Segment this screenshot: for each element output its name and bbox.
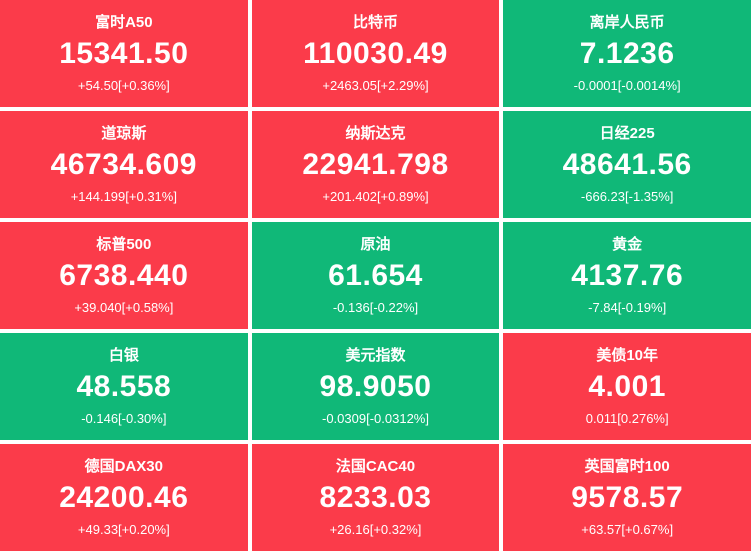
- market-name: 比特币: [352, 14, 398, 31]
- market-name: 美债10年: [596, 347, 658, 364]
- tile-gold[interactable]: 黄金 4137.76 -7.84[-0.19%]: [503, 222, 751, 329]
- tile-dax30[interactable]: 德国DAX30 24200.46 +49.33[+0.20%]: [0, 444, 248, 551]
- market-value: 4.001: [588, 370, 666, 403]
- market-value: 7.1236: [579, 37, 675, 70]
- market-change: +39.040[+0.58%]: [74, 300, 174, 315]
- market-name: 道琼斯: [101, 125, 147, 142]
- market-change: +201.402[+0.89%]: [322, 189, 429, 204]
- tile-ftse-a50[interactable]: 富时A50 15341.50 +54.50[+0.36%]: [0, 0, 248, 107]
- market-change: -666.23[-1.35%]: [580, 189, 674, 204]
- tile-offshore-rmb[interactable]: 离岸人民币 7.1236 -0.0001[-0.0014%]: [503, 0, 751, 107]
- market-value: 61.654: [328, 259, 423, 292]
- tile-sp500[interactable]: 标普500 6738.440 +39.040[+0.58%]: [0, 222, 248, 329]
- tile-us-10y-treasury[interactable]: 美债10年 4.001 0.011[0.276%]: [503, 333, 751, 440]
- market-change: +144.199[+0.31%]: [70, 189, 177, 204]
- tile-crude-oil[interactable]: 原油 61.654 -0.136[-0.22%]: [251, 222, 500, 329]
- market-change: +2463.05[+2.29%]: [322, 78, 429, 93]
- market-value: 48641.56: [562, 148, 692, 181]
- market-name: 白银: [108, 347, 139, 364]
- market-value: 46734.609: [50, 148, 197, 181]
- tile-bitcoin[interactable]: 比特币 110030.49 +2463.05[+2.29%]: [251, 0, 500, 107]
- tile-dow-jones[interactable]: 道琼斯 46734.609 +144.199[+0.31%]: [0, 111, 248, 218]
- market-name: 离岸人民币: [589, 14, 665, 31]
- market-change: +63.57[+0.67%]: [581, 522, 674, 537]
- tile-nasdaq[interactable]: 纳斯达克 22941.798 +201.402[+0.89%]: [251, 111, 500, 218]
- market-value: 110030.49: [303, 37, 448, 70]
- tile-cac40[interactable]: 法国CAC40 8233.03 +26.16[+0.32%]: [251, 444, 500, 551]
- market-name: 英国富时100: [584, 458, 670, 475]
- market-name: 黄金: [612, 236, 643, 253]
- market-change: -0.146[-0.30%]: [81, 411, 167, 426]
- market-value: 48.558: [76, 370, 172, 403]
- market-value: 15341.50: [59, 37, 189, 70]
- market-value: 8233.03: [319, 481, 432, 514]
- market-value: 24200.46: [59, 481, 189, 514]
- market-name: 标普500: [96, 236, 152, 253]
- market-value: 22941.798: [302, 148, 449, 181]
- market-name: 法国CAC40: [335, 458, 416, 475]
- tile-nikkei-225[interactable]: 日经225 48641.56 -666.23[-1.35%]: [503, 111, 751, 218]
- market-value: 9578.57: [571, 481, 684, 514]
- tile-usd-index[interactable]: 美元指数 98.9050 -0.0309[-0.0312%]: [251, 333, 500, 440]
- market-name: 原油: [360, 236, 391, 253]
- market-change: -0.0001[-0.0014%]: [573, 78, 681, 93]
- market-value: 98.9050: [319, 370, 432, 403]
- market-name: 日经225: [599, 125, 655, 142]
- market-change: -7.84[-0.19%]: [588, 300, 667, 315]
- tile-ftse-100[interactable]: 英国富时100 9578.57 +63.57[+0.67%]: [503, 444, 751, 551]
- market-name: 纳斯达克: [345, 125, 406, 142]
- market-name: 德国DAX30: [84, 458, 163, 475]
- market-value: 4137.76: [571, 259, 684, 292]
- market-change: +49.33[+0.20%]: [77, 522, 170, 537]
- tile-silver[interactable]: 白银 48.558 -0.146[-0.30%]: [0, 333, 248, 440]
- market-change: -0.136[-0.22%]: [332, 300, 419, 315]
- market-change: +26.16[+0.32%]: [329, 522, 422, 537]
- market-value: 6738.440: [59, 259, 189, 292]
- market-change: 0.011[0.276%]: [585, 411, 669, 426]
- market-change: -0.0309[-0.0312%]: [322, 411, 429, 426]
- market-name: 富时A50: [95, 14, 153, 31]
- market-change: +54.50[+0.36%]: [77, 78, 170, 93]
- market-name: 美元指数: [345, 347, 406, 364]
